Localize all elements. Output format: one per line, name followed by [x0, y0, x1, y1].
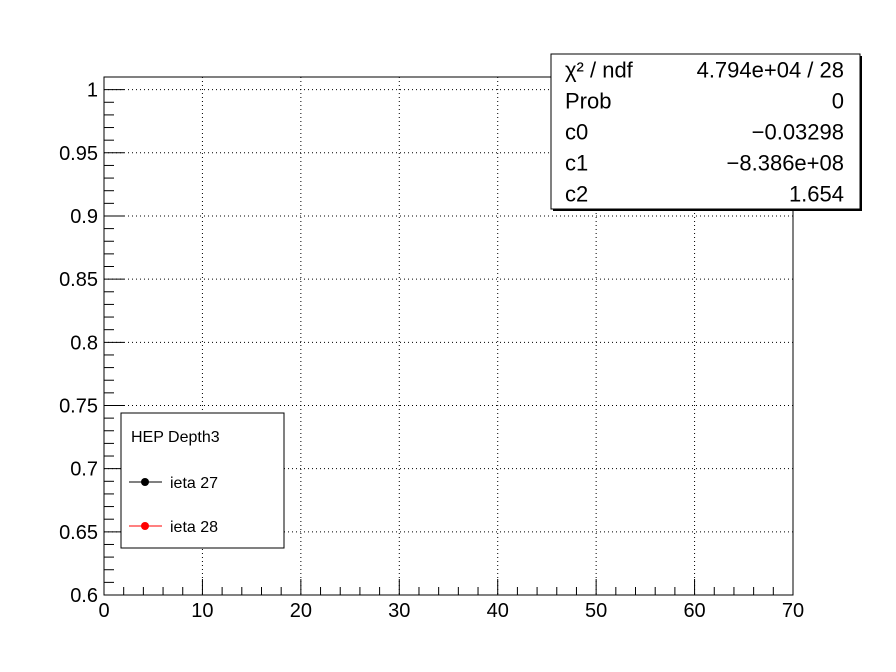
stats-label: χ² / ndf — [565, 58, 634, 83]
x-tick-label: 70 — [782, 600, 804, 622]
legend-label: ieta 28 — [170, 519, 218, 536]
stats-value: 4.794e+04 / 28 — [697, 58, 844, 83]
y-tick-label: 0.85 — [59, 269, 98, 291]
x-tick-label: 60 — [683, 600, 705, 622]
legend: HEP Depth3 ieta 27 ieta 28 — [120, 412, 285, 549]
x-tick-label: 50 — [585, 600, 607, 622]
legend-marker — [141, 522, 149, 530]
legend-marker — [141, 478, 149, 486]
legend-label: ieta 27 — [170, 475, 218, 492]
x-tick-label: 30 — [388, 600, 410, 622]
y-tick-label: 0.7 — [70, 459, 98, 481]
stats-value: 0 — [832, 89, 844, 114]
y-tick-label: 0.8 — [70, 332, 98, 354]
plot-frame — [103, 76, 794, 596]
x-tick-label: 0 — [98, 600, 109, 622]
stats-label: c0 — [565, 120, 588, 145]
y-tick-label: 0.95 — [59, 143, 98, 165]
y-tick-label: 0.9 — [70, 206, 98, 228]
stats-value: 1.654 — [789, 182, 844, 207]
stats-box — [550, 53, 861, 210]
stats-label: c2 — [565, 182, 588, 207]
y-tick-label: 0.6 — [70, 585, 98, 607]
stats-label: Prob — [565, 89, 611, 114]
y-tick-label: 1 — [87, 80, 98, 102]
y-tick-label: 0.75 — [59, 395, 98, 417]
fit-stats-box: χ² / ndf 4.794e+04 / 28 Prob 0 c0 −0.03298 c1 −… — [550, 53, 862, 211]
stats-label: c1 — [565, 151, 588, 176]
axes: 0 10 20 30 40 50 60 70 0.6 0.65 0.7 0.75 0.8 0.85 0.9 0… — [59, 76, 804, 622]
grid — [104, 77, 793, 595]
x-tick-label: 20 — [290, 600, 312, 622]
x-tick-label: 40 — [487, 600, 509, 622]
legend-header: HEP Depth3 — [131, 429, 220, 446]
x-tick-label: 10 — [191, 600, 213, 622]
y-tick-label: 0.65 — [59, 522, 98, 544]
stats-value: −8.386e+08 — [727, 151, 844, 176]
stats-value: −0.03298 — [752, 120, 844, 145]
